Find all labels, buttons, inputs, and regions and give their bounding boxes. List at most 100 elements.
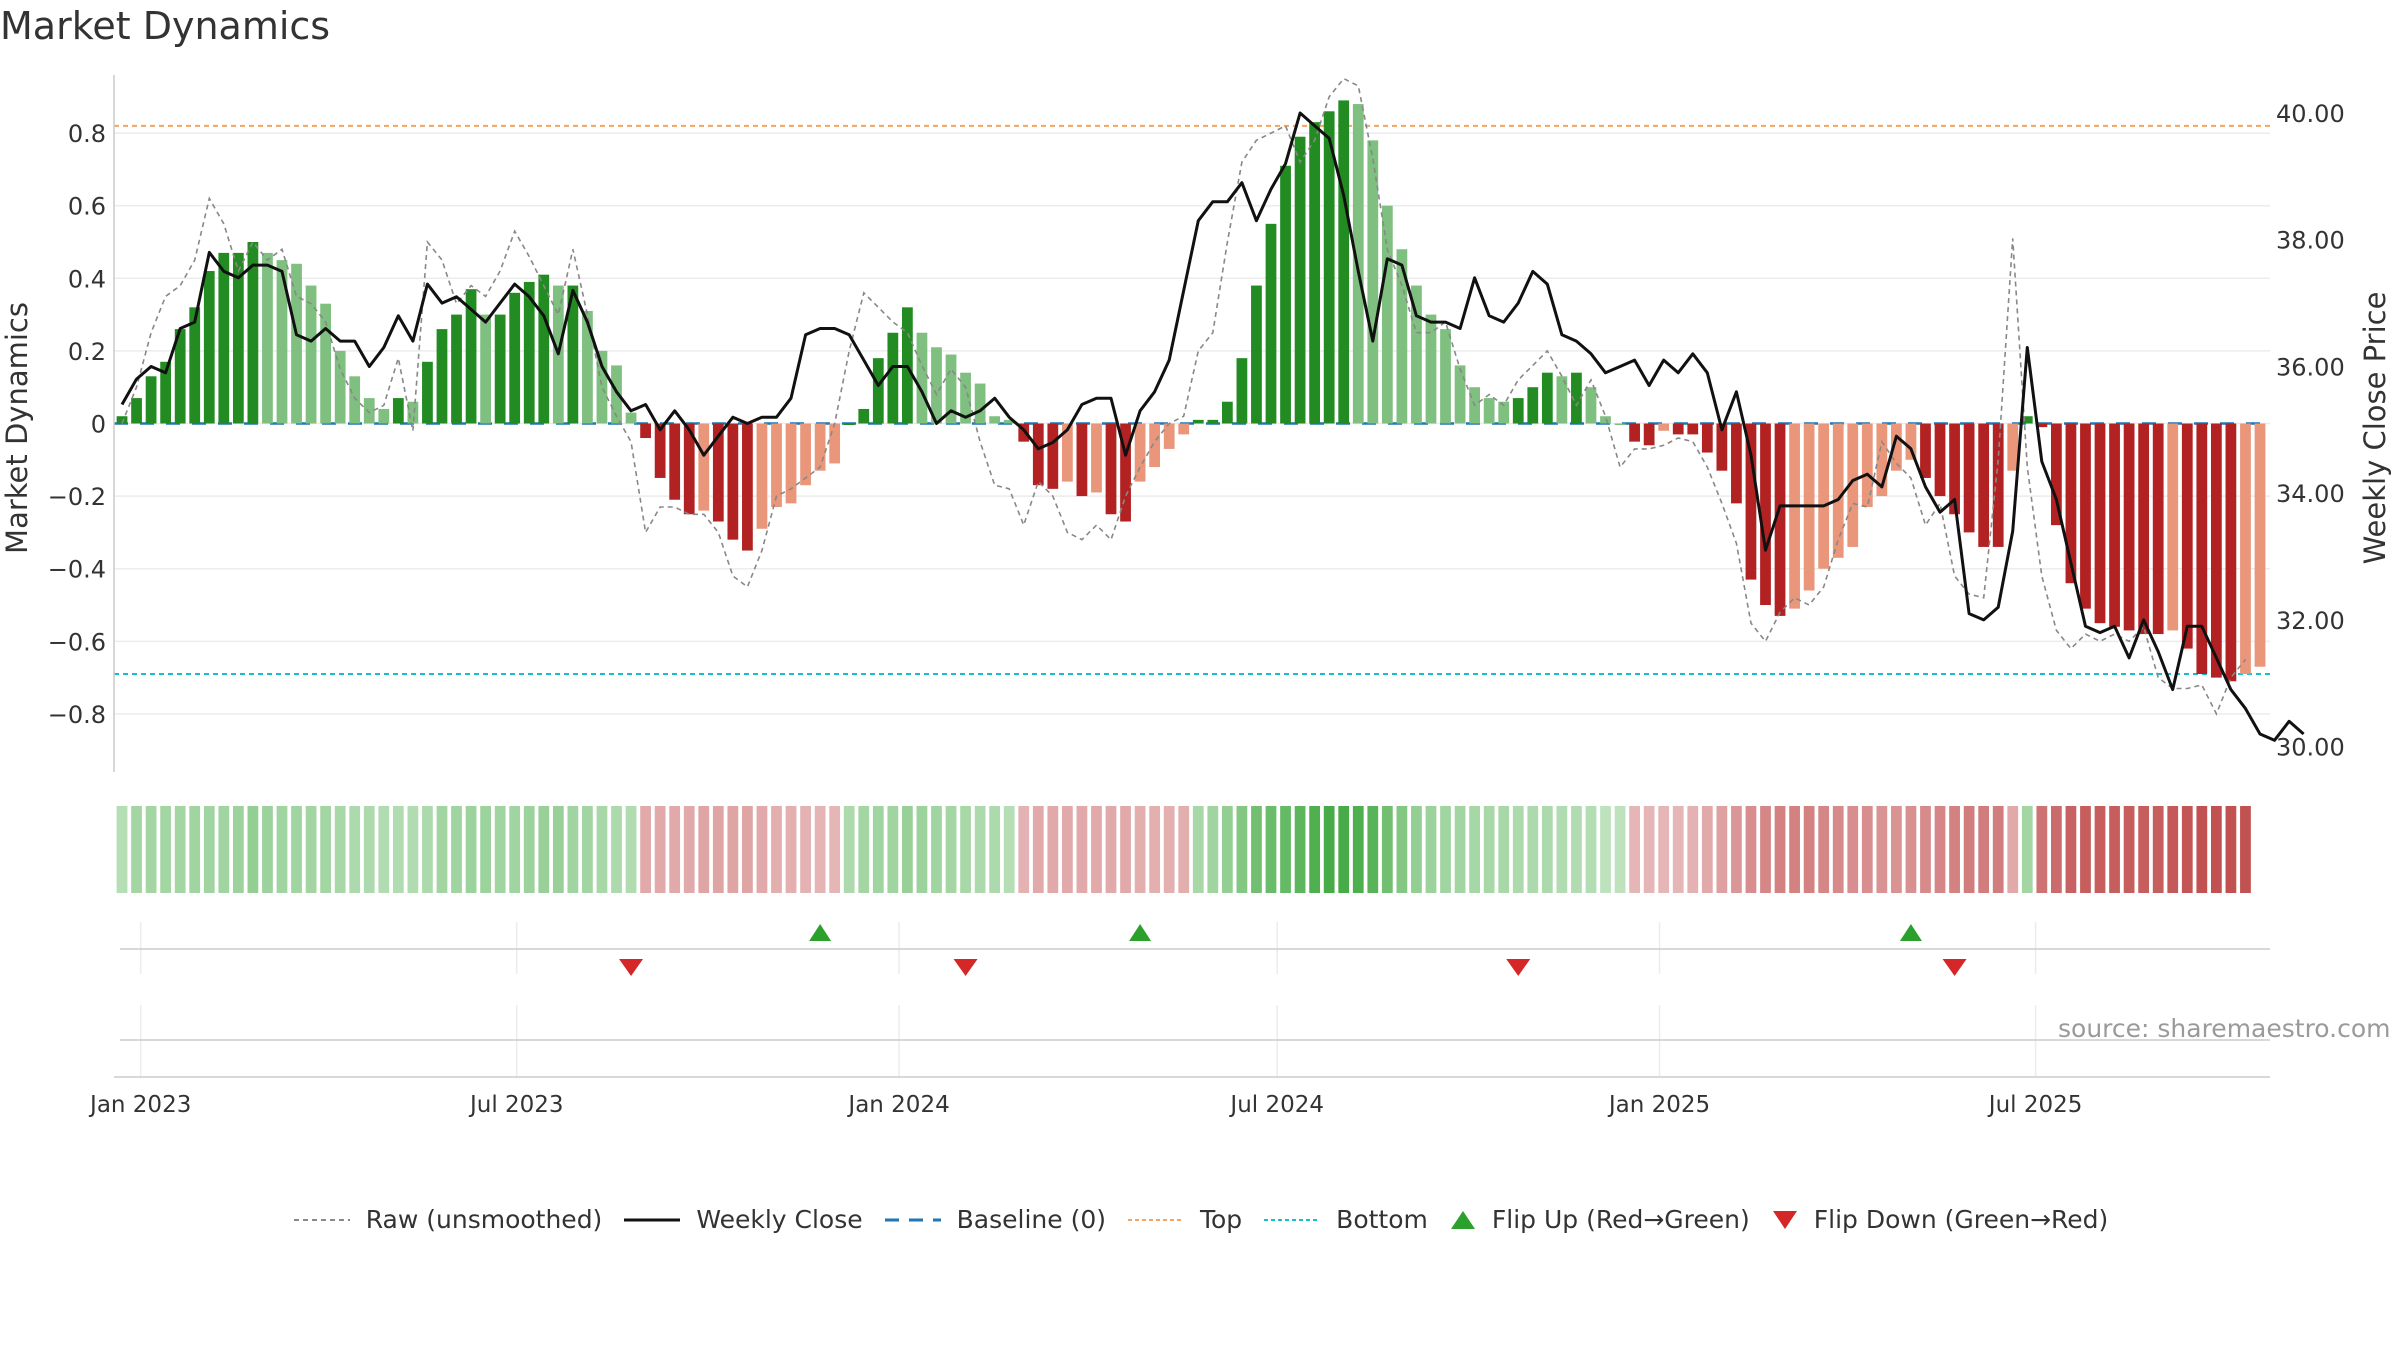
regime-strip-cell	[160, 806, 172, 893]
dynamics-bar	[262, 252, 273, 424]
regime-strip-cell	[1018, 806, 1030, 893]
regime-strip-cell	[814, 806, 826, 893]
regime-strip-cell	[916, 806, 928, 893]
dynamics-bar	[1992, 423, 2004, 547]
regime-strip-cell	[1774, 806, 1786, 893]
dynamics-bars	[116, 100, 2266, 682]
regime-strip-cell	[1585, 806, 1597, 893]
dynamics-bar	[756, 423, 768, 529]
regime-strip-cell	[1687, 806, 1699, 893]
y-tick-label: 0.8	[68, 120, 106, 148]
regime-strip-cell	[1963, 806, 1975, 893]
regime-strip-cell	[1745, 806, 1757, 893]
dynamics-bar	[1236, 358, 1248, 424]
regime-strip-cell	[945, 806, 957, 893]
regime-strip-cell	[771, 806, 782, 893]
regime-strip-cell	[174, 806, 186, 893]
dynamics-bar	[1861, 423, 1873, 507]
regime-strip-cell	[1003, 806, 1015, 893]
dynamics-bar	[712, 423, 724, 522]
regime-strip-cell	[1134, 806, 1146, 893]
dynamics-bar	[349, 376, 361, 424]
dynamics-bar	[931, 347, 942, 424]
regime-strip-cell	[1891, 806, 1902, 893]
dynamics-bar	[1731, 423, 1742, 504]
y-axis-label: Market Dynamics	[0, 302, 34, 554]
legend-item-baseline: Baseline (0)	[883, 1205, 1106, 1234]
dynamics-bar	[1018, 423, 1030, 442]
regime-strip-cell	[523, 806, 535, 893]
dynamics-bar	[1789, 423, 1800, 609]
legend-label-flip-down: Flip Down (Green→Red)	[1813, 1205, 2109, 1234]
legend-swatch-close	[624, 1218, 681, 1221]
dynamics-bar	[2225, 423, 2237, 682]
regime-strip-cell	[1236, 806, 1248, 893]
dynamics-bar	[1105, 423, 1117, 515]
source-note: source: sharemaestro.com	[2058, 1014, 2391, 1043]
regime-strip-cell	[2007, 806, 2019, 893]
regime-strip	[116, 806, 2251, 893]
dynamics-bar	[1076, 423, 1088, 497]
regime-strip-cell	[902, 806, 913, 893]
regime-strip-cell	[1411, 806, 1422, 893]
flip-up-marker	[1129, 924, 1152, 941]
regime-strip-cell	[1469, 806, 1480, 893]
dynamics-bar	[1745, 423, 1757, 580]
regime-strip-cell	[1934, 806, 1946, 893]
dynamics-bar	[378, 408, 390, 424]
dynamics-bar	[814, 423, 826, 471]
dynamics-bar	[727, 423, 739, 540]
dynamics-bar	[203, 271, 215, 424]
regime-strip-cell	[582, 806, 593, 893]
flip-up-icon	[1450, 1210, 1475, 1229]
x-tick-label: Jul 2023	[468, 1092, 564, 1118]
regime-strip-cell	[1701, 806, 1713, 893]
regime-strip-cell	[1789, 806, 1800, 893]
regime-strip-cell	[1454, 806, 1466, 893]
page-title: Market Dynamics	[0, 4, 331, 48]
dynamics-bar	[2167, 423, 2179, 631]
flip-down-marker	[1506, 959, 1531, 976]
dynamics-bar	[2080, 423, 2091, 609]
regime-strip-cell	[843, 806, 855, 893]
regime-strip-cell	[305, 806, 317, 893]
dynamics-bar	[145, 376, 157, 424]
dynamics-bar	[1440, 329, 1451, 424]
regime-strip-cell	[727, 806, 739, 893]
dynamics-bar	[436, 329, 448, 424]
regime-strip-cell	[262, 806, 273, 893]
dynamics-bar	[1571, 372, 1582, 424]
dynamics-bar	[1091, 423, 1102, 493]
regime-strip-cell	[1949, 806, 1960, 893]
regime-strip-cell	[407, 806, 419, 893]
dynamics-bar	[160, 361, 172, 424]
regime-strip-cell	[218, 806, 230, 893]
y2-tick-label: 30.00	[2276, 734, 2345, 762]
y2-tick-label: 32.00	[2276, 607, 2345, 635]
y-tick-label: −0.4	[48, 556, 106, 584]
dynamics-bar	[2240, 423, 2251, 674]
dynamics-bar	[567, 285, 579, 424]
dynamics-bar	[451, 314, 462, 424]
regime-strip-cell	[683, 806, 695, 893]
y-tick-label: 0.4	[68, 265, 106, 293]
regime-strip-cell	[320, 806, 332, 893]
regime-strip-cell	[334, 806, 346, 893]
flip-down-marker	[1942, 959, 1967, 976]
dynamics-bar	[407, 401, 419, 424]
regime-strip-cell	[363, 806, 375, 893]
dynamics-bar	[771, 423, 782, 507]
dynamics-bar	[305, 285, 317, 424]
regime-strip-cell	[1309, 806, 1321, 893]
regime-strip-cell	[1381, 806, 1393, 893]
regime-strip-cell	[1978, 806, 1990, 893]
dynamics-bar	[916, 332, 928, 424]
y-tick-label: 0.2	[68, 338, 106, 366]
regime-strip-cell	[291, 806, 302, 893]
dynamics-bar	[1163, 423, 1175, 449]
regime-strip-cell	[2109, 806, 2120, 893]
dynamics-bar	[1381, 205, 1393, 424]
dynamics-bar	[1047, 423, 1059, 489]
y-tick-label: −0.2	[48, 483, 106, 511]
regime-strip-cell	[1832, 806, 1844, 893]
